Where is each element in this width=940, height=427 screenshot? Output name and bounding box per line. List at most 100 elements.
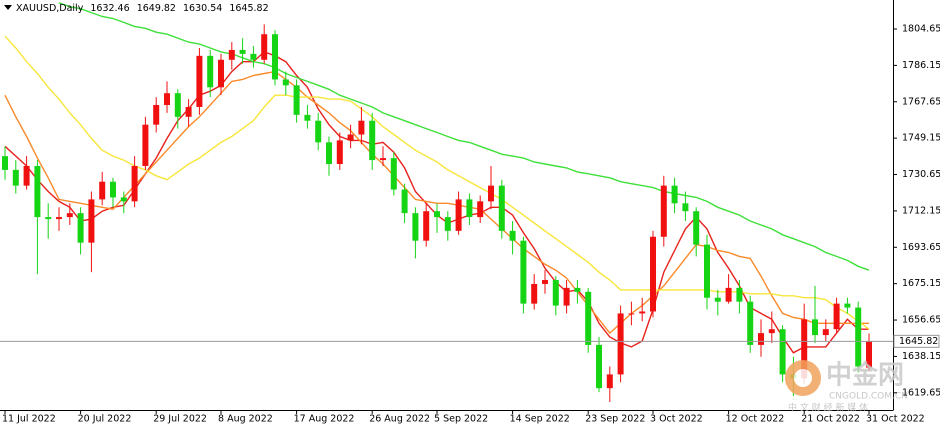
x-tick-label: 14 Sep 2022 xyxy=(510,414,570,425)
candle-body xyxy=(77,213,84,243)
watermark-tagline: 中 文 财 经 新 媒 体 xyxy=(788,402,868,414)
candle-body xyxy=(552,280,559,306)
candle-body xyxy=(509,230,516,241)
candle-body xyxy=(315,120,322,143)
candle-body xyxy=(218,59,224,88)
moving-average-line xyxy=(4,70,869,335)
candle-body xyxy=(88,199,95,243)
y-tick-label: 1693.65 xyxy=(902,242,940,253)
candle-body xyxy=(498,185,505,231)
low-value: 1630.54 xyxy=(183,3,222,14)
close-value: 1645.82 xyxy=(229,3,268,14)
candle-body xyxy=(142,124,149,166)
candle-body xyxy=(682,203,689,212)
candle-body xyxy=(736,287,743,302)
candle-body xyxy=(704,244,710,298)
symbol-menu-icon[interactable] xyxy=(4,5,12,10)
candle-body xyxy=(45,217,52,220)
candle-body xyxy=(174,93,181,117)
candle-body xyxy=(822,329,829,336)
candle-body xyxy=(714,297,721,302)
candle-body xyxy=(617,313,624,375)
candle-body xyxy=(866,341,872,368)
candle-body xyxy=(488,185,494,202)
x-tick-label: 8 Aug 2022 xyxy=(218,414,273,425)
candle-body xyxy=(99,181,106,200)
y-tick-label: 1786.15 xyxy=(902,60,940,71)
candle-body xyxy=(466,199,473,218)
candle-body xyxy=(196,55,203,107)
candle-body xyxy=(844,303,851,308)
candle-body xyxy=(34,165,41,218)
candle-body xyxy=(855,307,862,367)
x-tick-label: 21 Oct 2022 xyxy=(801,414,860,425)
candle-body xyxy=(531,283,538,304)
candle-body xyxy=(423,211,430,241)
candle-body xyxy=(520,240,527,304)
candle-body xyxy=(380,158,386,161)
candle-body xyxy=(293,85,300,115)
candle-body xyxy=(272,34,278,80)
symbol-header: XAUUSD,Daily 1632.46 1649.82 1630.54 164… xyxy=(16,3,269,14)
x-tick-label: 20 Jul 2022 xyxy=(78,414,132,425)
plot-area xyxy=(2,2,872,402)
candle-body xyxy=(477,201,484,218)
candle-body xyxy=(207,55,214,88)
candle-body xyxy=(768,329,775,334)
candle-body xyxy=(250,53,257,60)
candle-body xyxy=(304,114,311,121)
candle-body xyxy=(779,329,786,375)
candle-body xyxy=(596,344,602,389)
candle-body xyxy=(758,333,764,345)
y-tick-label: 1638.15 xyxy=(902,351,940,362)
candle-body xyxy=(23,165,30,186)
y-tick-label: 1730.65 xyxy=(902,169,940,180)
candle-body xyxy=(336,140,343,164)
moving-average-line xyxy=(58,2,870,271)
x-tick-label: 29 Jul 2022 xyxy=(153,414,207,425)
candle-body xyxy=(606,374,613,389)
open-value: 1632.46 xyxy=(90,3,129,14)
candle-body xyxy=(261,34,268,60)
x-tick-label: 11 Jul 2022 xyxy=(2,414,56,425)
last-price-label: 1645.82 xyxy=(899,336,938,347)
candle-body xyxy=(66,213,73,218)
candle-body xyxy=(628,313,635,315)
candle-body xyxy=(812,319,818,336)
candle-body xyxy=(574,287,581,292)
candle-body xyxy=(639,311,646,314)
candle-body xyxy=(401,189,408,214)
y-tick-label: 1619.65 xyxy=(902,387,940,398)
y-tick-label: 1749.15 xyxy=(902,133,940,144)
candle-body xyxy=(444,217,451,231)
x-tick-label: 5 Sep 2022 xyxy=(434,414,488,425)
watermark: 中金网 CNGOLD.COM.CN 中 文 财 经 新 媒 体 xyxy=(785,360,908,414)
candle-body xyxy=(347,134,354,141)
x-tick-label: 3 Oct 2022 xyxy=(650,414,703,425)
candle-body xyxy=(12,169,19,186)
candle-body xyxy=(412,213,419,241)
candle-body xyxy=(131,165,138,202)
candle-body xyxy=(282,79,289,86)
x-tick-label: 23 Sep 2022 xyxy=(585,414,645,425)
y-tick-label: 1767.65 xyxy=(902,96,940,107)
candle-body xyxy=(164,93,170,106)
candle-body xyxy=(660,185,667,237)
candle-body xyxy=(542,280,548,284)
candle-body xyxy=(358,120,365,135)
candle-body xyxy=(585,291,592,345)
candle-body xyxy=(693,211,700,245)
x-tick-label: 12 Oct 2022 xyxy=(726,414,785,425)
candle-body xyxy=(747,301,754,345)
candle-body xyxy=(239,49,246,54)
candle-body xyxy=(434,211,440,218)
candle-body xyxy=(228,49,235,60)
high-value: 1649.82 xyxy=(137,3,176,14)
candle-body xyxy=(56,217,62,220)
candle-body xyxy=(326,142,332,164)
x-tick-label: 17 Aug 2022 xyxy=(294,414,355,425)
y-tick-label: 1804.65 xyxy=(902,24,940,35)
candle-body xyxy=(390,158,397,190)
watermark-domain: CNGOLD.COM.CN xyxy=(829,392,908,402)
